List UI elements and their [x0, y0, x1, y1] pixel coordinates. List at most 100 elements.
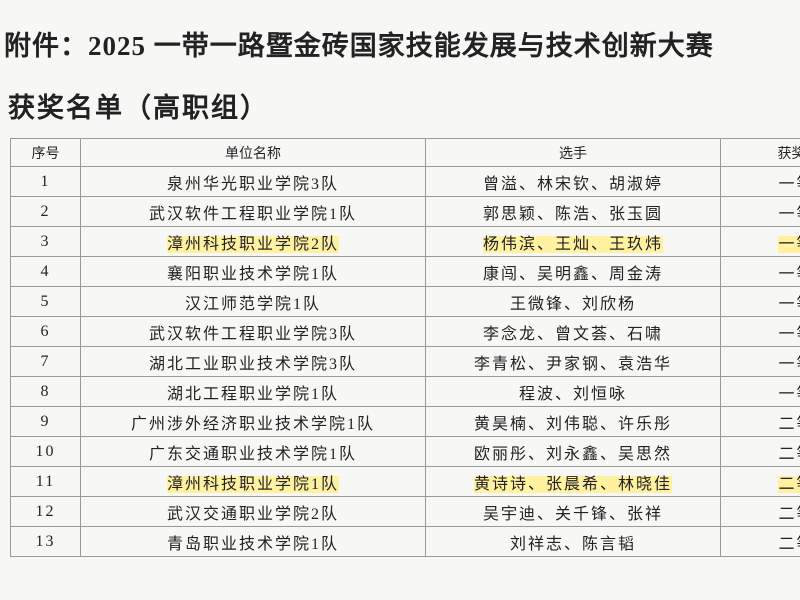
table-row: 1 泉州华光职业学院3队 曾溢、林宋钦、胡淑婷 一等奖 — [10, 166, 800, 197]
table-row: 4 襄阳职业技术学院1队 康闯、吴明鑫、周金涛 一等奖 — [10, 256, 800, 287]
header-row: 序号单位名称选手获奖等级 — [10, 138, 800, 167]
table-cell: 一等奖 — [720, 256, 800, 287]
table-cell: 一等奖 — [720, 166, 800, 197]
table-cell: 10 — [10, 436, 81, 467]
table-cell: 12 — [10, 496, 81, 527]
cell-text: 汉江师范学院1队 — [184, 295, 321, 313]
column-header: 选手 — [425, 138, 721, 167]
cell-text: 武汉软件工程职业学院1队 — [148, 205, 357, 223]
cell-text: 一等奖 — [778, 265, 800, 283]
cell-text: 湖北工程职业学院1队 — [166, 385, 339, 403]
cell-text: 李念龙、曾文荟、石啸 — [482, 325, 663, 343]
cell-text: 武汉软件工程职业学院3队 — [148, 325, 357, 343]
cell-text: 泉州华光职业学院3队 — [166, 175, 339, 193]
cell-text: 一等奖 — [778, 175, 800, 193]
table-row: 8 湖北工程职业学院1队 程波、刘恒咏 一等奖 — [10, 376, 800, 407]
cell-text: 3 — [40, 232, 51, 250]
cell-text: 一等奖 — [778, 205, 800, 223]
table-cell: 武汉软件工程职业学院1队 — [80, 196, 426, 227]
table-row: 3 漳州科技职业学院2队 杨伟滨、王灿、王玖炜 一等奖 — [10, 226, 800, 257]
table-cell: 青岛职业技术学院1队 — [80, 526, 426, 557]
cell-text: 一等奖 — [778, 355, 800, 373]
cell-text: 5 — [40, 292, 51, 310]
table-cell: 黄昊楠、刘伟聪、许乐彤 — [425, 406, 721, 437]
table-cell: 一等奖 — [720, 316, 800, 347]
table-cell: 一等奖 — [720, 376, 800, 407]
table-cell: 王微锋、刘欣杨 — [425, 286, 721, 317]
table-cell: 广东交通职业技术学院1队 — [80, 436, 426, 467]
column-header: 获奖等级 — [720, 138, 800, 167]
table-wrap: 序号单位名称选手获奖等级 1泉州华光职业学院3队曾溢、林宋钦、胡淑婷一等奖2武汉… — [10, 138, 800, 600]
cell-text: 10 — [35, 442, 56, 460]
table-cell: 8 — [10, 376, 81, 407]
table-cell: 二等奖 — [720, 406, 800, 437]
column-header: 单位名称 — [80, 138, 426, 167]
table-row: 12 武汉交通职业学院2队 吴宇迪、关千锋、张祥 二等奖 — [10, 496, 800, 527]
cell-text: 6 — [40, 322, 51, 340]
cell-text: 一等奖 — [778, 235, 800, 253]
cell-text: 欧丽彤、刘永鑫、吴思然 — [473, 445, 672, 463]
table-row: 7 湖北工业职业技术学院3队 李青松、尹家钢、袁浩华 一等奖 — [10, 346, 800, 377]
column-header: 序号 — [10, 138, 81, 167]
cell-text: 黄昊楠、刘伟聪、许乐彤 — [473, 415, 672, 433]
award-table: 序号单位名称选手获奖等级 1泉州华光职业学院3队曾溢、林宋钦、胡淑婷一等奖2武汉… — [10, 138, 800, 557]
table-row: 2 武汉软件工程职业学院1队 郭思颖、陈浩、张玉圆 一等奖 — [10, 196, 800, 227]
table-row: 11 漳州科技职业学院1队 黄诗诗、张晨希、林晓佳 二等奖 — [10, 466, 800, 497]
table-cell: 二等奖 — [720, 466, 800, 497]
cell-text: 11 — [35, 472, 56, 490]
cell-text: 12 — [35, 502, 56, 520]
table-cell: 李青松、尹家钢、袁浩华 — [425, 346, 721, 377]
cell-text: 8 — [40, 382, 51, 400]
table-cell: 杨伟滨、王灿、王玖炜 — [425, 226, 721, 257]
table-cell: 一等奖 — [720, 346, 800, 377]
cell-text: 康闯、吴明鑫、周金涛 — [482, 265, 663, 283]
table-cell: 11 — [10, 466, 81, 497]
table-cell: 二等奖 — [720, 436, 800, 467]
cell-text: 1 — [40, 172, 51, 190]
table-row: 5 汉江师范学院1队 王微锋、刘欣杨 一等奖 — [10, 286, 800, 317]
cell-text: 杨伟滨、王灿、王玖炜 — [482, 235, 663, 253]
table-cell: 5 — [10, 286, 81, 317]
table-cell: 一等奖 — [720, 196, 800, 227]
cell-text: 漳州科技职业学院1队 — [166, 475, 339, 493]
table-cell: 二等奖 — [720, 526, 800, 557]
table-cell: 欧丽彤、刘永鑫、吴思然 — [425, 436, 721, 467]
cell-text: 李青松、尹家钢、袁浩华 — [473, 355, 672, 373]
cell-text: 漳州科技职业学院2队 — [166, 235, 339, 253]
table-cell: 曾溢、林宋钦、胡淑婷 — [425, 166, 721, 197]
cell-text: 一等奖 — [778, 325, 800, 343]
table-row: 13 青岛职业技术学院1队 刘祥志、陈言韬 二等奖 — [10, 526, 800, 557]
cell-text: 一等奖 — [778, 295, 800, 313]
cell-text: 一等奖 — [778, 385, 800, 403]
table-row: 9 广州涉外经济职业技术学院1队 黄昊楠、刘伟聪、许乐彤 二等奖 — [10, 406, 800, 437]
table-cell: 13 — [10, 526, 81, 557]
cell-text: 武汉交通职业学院2队 — [166, 505, 339, 523]
table-cell: 广州涉外经济职业技术学院1队 — [80, 406, 426, 437]
table-cell: 郭思颖、陈浩、张玉圆 — [425, 196, 721, 227]
cell-text: 二等奖 — [778, 505, 800, 523]
cell-text: 二等奖 — [778, 535, 800, 553]
cell-text: 2 — [40, 202, 51, 220]
table-cell: 湖北工程职业学院1队 — [80, 376, 426, 407]
cell-text: 襄阳职业技术学院1队 — [166, 265, 339, 283]
table-cell: 刘祥志、陈言韬 — [425, 526, 721, 557]
subtitle: 获奖名单（高职组） — [8, 93, 269, 123]
cell-text: 二等奖 — [778, 445, 800, 463]
table-cell: 黄诗诗、张晨希、林晓佳 — [425, 466, 721, 497]
cell-text: 湖北工业职业技术学院3队 — [148, 355, 357, 373]
cell-text: 郭思颖、陈浩、张玉圆 — [482, 205, 663, 223]
cell-text: 吴宇迪、关千锋、张祥 — [482, 505, 663, 523]
table-row: 10 广东交通职业技术学院1队 欧丽彤、刘永鑫、吴思然 二等奖 — [10, 436, 800, 467]
cell-text: 7 — [40, 352, 51, 370]
cell-text: 刘祥志、陈言韬 — [509, 535, 636, 553]
table-cell: 漳州科技职业学院1队 — [80, 466, 426, 497]
table-cell: 武汉软件工程职业学院3队 — [80, 316, 426, 347]
table-cell: 漳州科技职业学院2队 — [80, 226, 426, 257]
table-cell: 汉江师范学院1队 — [80, 286, 426, 317]
table-cell: 李念龙、曾文荟、石啸 — [425, 316, 721, 347]
table-cell: 9 — [10, 406, 81, 437]
cell-text: 广东交通职业技术学院1队 — [148, 445, 357, 463]
table-cell: 一等奖 — [720, 226, 800, 257]
cell-text: 9 — [40, 412, 51, 430]
